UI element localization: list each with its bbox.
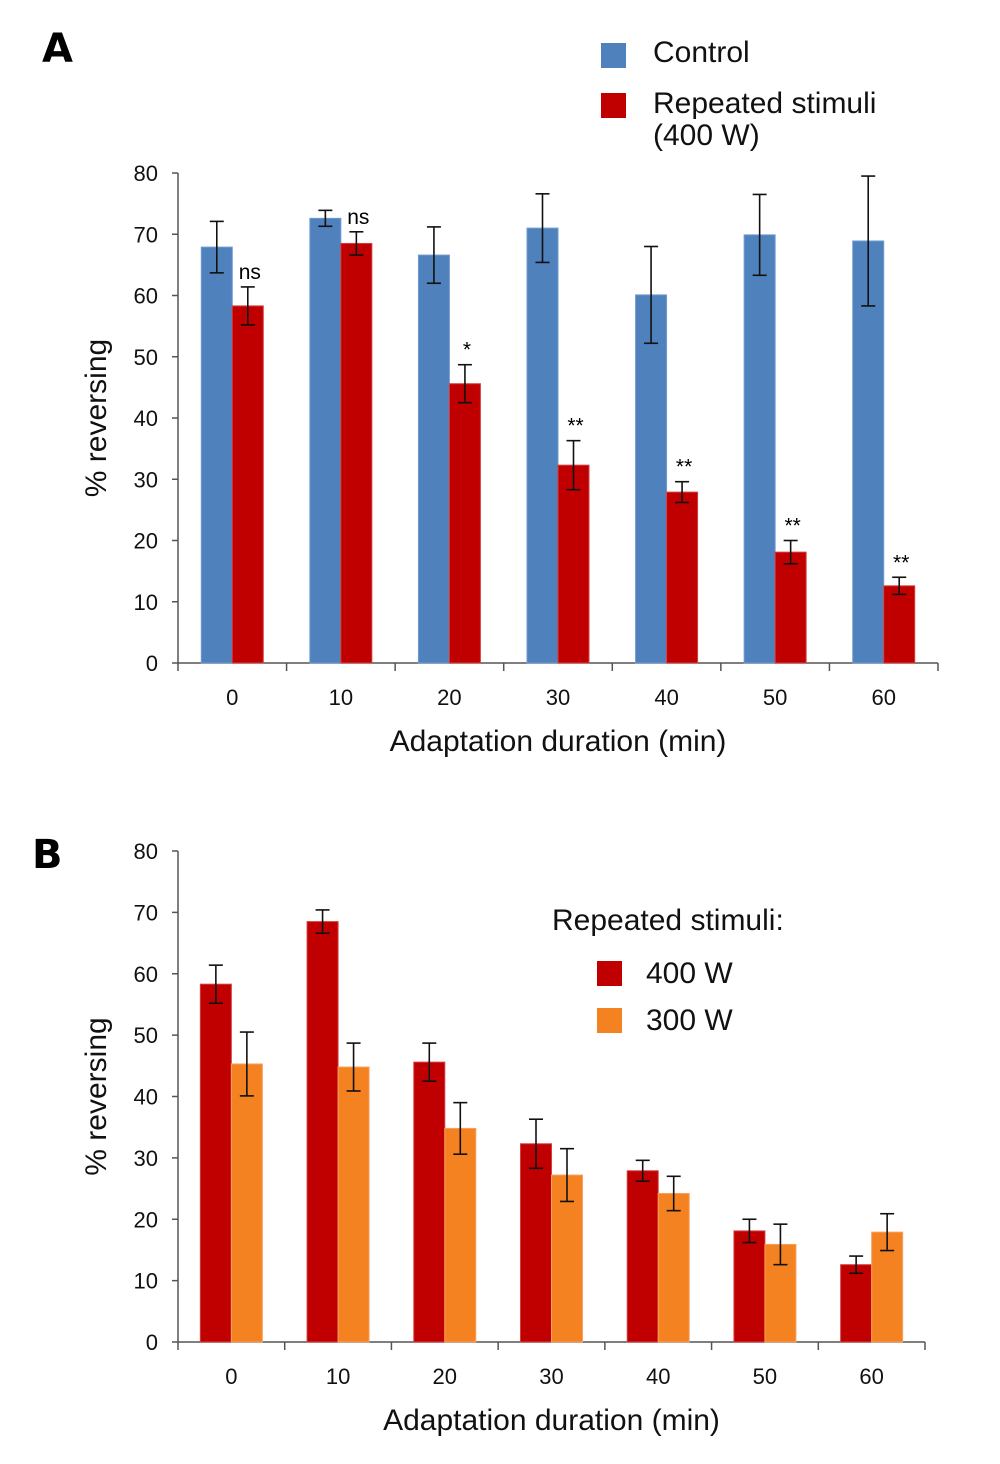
- legend-swatch-repeated-400w: [601, 93, 626, 118]
- legend-swatch-control: [601, 43, 626, 68]
- x-tick-label: 10: [329, 685, 353, 710]
- y-tick-label: 20: [134, 1207, 158, 1232]
- y-tick-label: 60: [134, 284, 158, 309]
- x-axis-title: Adaptation duration (min): [390, 725, 727, 758]
- x-tick-label: 60: [871, 685, 895, 710]
- legend-title: Repeated stimuli:: [552, 904, 784, 937]
- y-tick-label: 50: [134, 345, 158, 370]
- significance-label: **: [893, 551, 909, 574]
- bar-400-w: [413, 1061, 446, 1343]
- bar-300-w: [230, 1063, 263, 1343]
- x-tick-label: 50: [763, 685, 787, 710]
- x-tick-label: 20: [437, 685, 461, 710]
- bar-400-w: [840, 1264, 873, 1343]
- y-tick-label: 0: [146, 651, 158, 676]
- significance-label: **: [567, 415, 583, 438]
- x-axis-title: Adaptation duration (min): [383, 1404, 720, 1437]
- legend-label-control: Control: [653, 36, 750, 69]
- bar-repeated-stimuli-400-w-: [666, 491, 699, 664]
- bar-control: [309, 217, 342, 664]
- y-tick-label: 80: [134, 161, 158, 186]
- legend-label-300w: 300 W: [646, 1004, 733, 1037]
- y-tick-label: 30: [134, 467, 158, 492]
- legend-label-repeated-power: (400 W): [653, 119, 760, 152]
- bar-400-w: [520, 1143, 552, 1343]
- y-axis-title: % reversing: [80, 339, 113, 497]
- bar-300-w: [444, 1127, 477, 1343]
- panel-b-letter: B: [32, 832, 63, 878]
- x-tick-label: 0: [225, 1364, 237, 1389]
- x-tick-label: 0: [226, 685, 238, 710]
- x-tick-label: 10: [326, 1364, 350, 1389]
- bar-repeated-stimuli-400-w-: [557, 464, 590, 664]
- legend-label-400w: 400 W: [646, 957, 733, 990]
- bar-400-w: [733, 1230, 766, 1343]
- legend-label-repeated: Repeated stimuli: [653, 87, 876, 120]
- bar-control: [526, 227, 559, 664]
- bar-control: [200, 246, 233, 664]
- bar-400-w: [199, 983, 232, 1343]
- legend-swatch-400w: [597, 961, 622, 986]
- panel-a-letter: A: [42, 26, 73, 72]
- y-tick-label: 40: [134, 1085, 158, 1110]
- x-tick-label: 50: [753, 1364, 777, 1389]
- bar-300-w: [551, 1174, 583, 1343]
- chart-b: 0 10 20 30 40 50 60 70 80 0 10 20 30 40 50 60 Adaptation…: [80, 839, 926, 1437]
- significance-label: ns: [239, 261, 261, 284]
- x-tick-label: 40: [654, 685, 678, 710]
- significance-label: *: [463, 339, 471, 362]
- significance-label: ns: [347, 206, 369, 229]
- bar-control: [417, 254, 450, 664]
- y-tick-label: 20: [134, 529, 158, 554]
- x-tick-label: 20: [433, 1364, 457, 1389]
- bar-300-w: [337, 1066, 370, 1343]
- x-tick-label: 30: [539, 1364, 563, 1389]
- significance-label: **: [676, 456, 692, 479]
- bar-repeated-stimuli-400-w-: [774, 551, 807, 664]
- y-tick-label: 70: [134, 900, 158, 925]
- bar-400-w: [626, 1170, 659, 1343]
- y-tick-label: 0: [146, 1330, 158, 1355]
- bar-repeated-stimuli-400-w-: [448, 383, 481, 664]
- y-tick-label: 60: [134, 962, 158, 987]
- x-tick-label: 60: [859, 1364, 883, 1389]
- bar-repeated-stimuli-400-w-: [883, 585, 916, 664]
- significance-label: **: [784, 515, 800, 538]
- legend-swatch-300w: [597, 1008, 622, 1033]
- bar-300-w: [657, 1192, 690, 1343]
- bar-control: [635, 294, 668, 664]
- y-tick-label: 30: [134, 1146, 158, 1171]
- y-axis-title: % reversing: [80, 1017, 113, 1175]
- y-tick-label: 50: [134, 1023, 158, 1048]
- y-tick-label: 80: [134, 839, 158, 864]
- x-tick-label: 30: [546, 685, 570, 710]
- y-tick-label: 70: [134, 222, 158, 247]
- y-tick-label: 40: [134, 406, 158, 431]
- bar-repeated-stimuli-400-w-: [231, 305, 264, 664]
- y-tick-label: 10: [134, 590, 158, 615]
- y-tick-label: 10: [134, 1269, 158, 1294]
- x-tick-label: 40: [646, 1364, 670, 1389]
- bar-control: [743, 234, 776, 664]
- bar-repeated-stimuli-400-w-: [340, 242, 373, 664]
- bar-400-w: [306, 921, 339, 1343]
